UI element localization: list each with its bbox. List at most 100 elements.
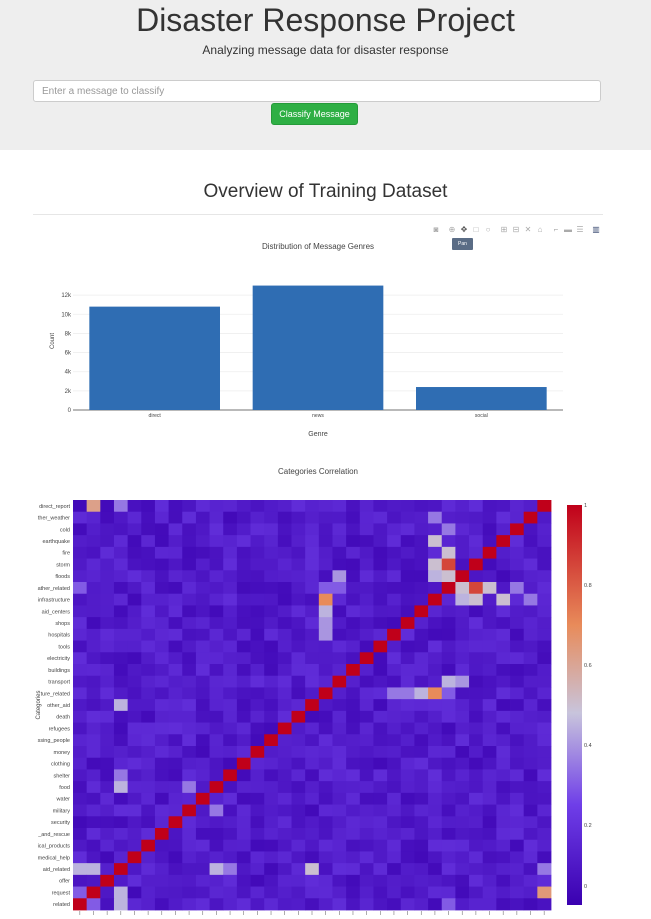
heatmap-cell[interactable] xyxy=(73,722,88,735)
heatmap-cell[interactable] xyxy=(318,535,333,548)
heatmap-cell[interactable] xyxy=(346,605,361,618)
heatmap-cell[interactable] xyxy=(482,546,497,559)
heatmap-cell[interactable] xyxy=(73,804,88,817)
heatmap-cell[interactable] xyxy=(154,640,169,653)
heatmap-cell[interactable] xyxy=(482,816,497,829)
heatmap-cell[interactable] xyxy=(537,699,552,712)
heatmap-cell[interactable] xyxy=(73,523,88,536)
heatmap-cell[interactable] xyxy=(182,675,197,688)
heatmap-cell[interactable] xyxy=(318,605,333,618)
heatmap-cell[interactable] xyxy=(127,874,142,887)
heatmap-cell[interactable] xyxy=(236,746,251,759)
heatmap-cell[interactable] xyxy=(400,523,415,536)
heatmap-cell[interactable] xyxy=(455,652,470,665)
heatmap-cell[interactable] xyxy=(264,734,279,747)
heatmap-cell[interactable] xyxy=(168,535,183,548)
heatmap-cell[interactable] xyxy=(305,664,320,677)
heatmap-cell[interactable] xyxy=(441,558,456,571)
heatmap-cell[interactable] xyxy=(373,687,388,700)
heatmap-cell[interactable] xyxy=(332,617,347,630)
heatmap-cell[interactable] xyxy=(441,804,456,817)
heatmap-cell[interactable] xyxy=(482,500,497,513)
heatmap-cell[interactable] xyxy=(277,898,292,911)
heatmap-cell[interactable] xyxy=(236,511,251,524)
heatmap-cell[interactable] xyxy=(182,863,197,876)
heatmap-cell[interactable] xyxy=(127,746,142,759)
heatmap-cell[interactable] xyxy=(100,746,115,759)
heatmap-cell[interactable] xyxy=(496,535,511,548)
heatmap-cell[interactable] xyxy=(73,816,88,829)
heatmap-cell[interactable] xyxy=(305,699,320,712)
heatmap-cell[interactable] xyxy=(127,640,142,653)
heatmap-cell[interactable] xyxy=(428,722,443,735)
heatmap-cell[interactable] xyxy=(496,886,511,899)
heatmap-cell[interactable] xyxy=(195,839,210,852)
heatmap-cell[interactable] xyxy=(195,886,210,899)
heatmap-cell[interactable] xyxy=(332,593,347,606)
heatmap-cell[interactable] xyxy=(236,699,251,712)
heatmap-cell[interactable] xyxy=(400,851,415,864)
heatmap-cell[interactable] xyxy=(441,769,456,782)
heatmap-cell[interactable] xyxy=(127,769,142,782)
heatmap-cell[interactable] xyxy=(400,675,415,688)
heatmap-cell[interactable] xyxy=(359,558,374,571)
heatmap-cell[interactable] xyxy=(250,582,265,595)
heatmap-cell[interactable] xyxy=(305,898,320,911)
heatmap-cell[interactable] xyxy=(127,593,142,606)
heatmap-cell[interactable] xyxy=(236,874,251,887)
heatmap-cell[interactable] xyxy=(127,816,142,829)
heatmap-cell[interactable] xyxy=(510,593,525,606)
heatmap-cell[interactable] xyxy=(428,675,443,688)
heatmap-cell[interactable] xyxy=(154,886,169,899)
heatmap-cell[interactable] xyxy=(332,769,347,782)
heatmap-cell[interactable] xyxy=(236,769,251,782)
heatmap-cell[interactable] xyxy=(387,500,402,513)
heatmap-cell[interactable] xyxy=(264,710,279,723)
heatmap-cell[interactable] xyxy=(86,652,101,665)
heatmap-cell[interactable] xyxy=(73,593,88,606)
heatmap-cell[interactable] xyxy=(141,699,156,712)
heatmap-cell[interactable] xyxy=(332,792,347,805)
heatmap-cell[interactable] xyxy=(482,804,497,817)
heatmap-cell[interactable] xyxy=(332,886,347,899)
heatmap-cell[interactable] xyxy=(482,628,497,641)
heatmap-cell[interactable] xyxy=(373,652,388,665)
heatmap-cell[interactable] xyxy=(264,570,279,583)
heatmap-cell[interactable] xyxy=(346,898,361,911)
heatmap-cell[interactable] xyxy=(168,652,183,665)
heatmap-cell[interactable] xyxy=(127,699,142,712)
heatmap-cell[interactable] xyxy=(291,757,306,770)
heatmap-cell[interactable] xyxy=(387,746,402,759)
heatmap-cell[interactable] xyxy=(127,523,142,536)
heatmap-cell[interactable] xyxy=(182,687,197,700)
heatmap-cell[interactable] xyxy=(223,687,238,700)
heatmap-cell[interactable] xyxy=(387,769,402,782)
heatmap-cell[interactable] xyxy=(510,792,525,805)
heatmap-cell[interactable] xyxy=(209,804,224,817)
heatmap-cell[interactable] xyxy=(482,699,497,712)
heatmap-cell[interactable] xyxy=(73,746,88,759)
heatmap-cell[interactable] xyxy=(359,535,374,548)
heatmap-cell[interactable] xyxy=(209,792,224,805)
heatmap-cell[interactable] xyxy=(387,804,402,817)
heatmap-cell[interactable] xyxy=(86,687,101,700)
heatmap-cell[interactable] xyxy=(195,863,210,876)
heatmap-cell[interactable] xyxy=(510,828,525,841)
heatmap-cell[interactable] xyxy=(346,863,361,876)
heatmap-cell[interactable] xyxy=(482,675,497,688)
heatmap-cell[interactable] xyxy=(414,500,429,513)
heatmap-cell[interactable] xyxy=(127,792,142,805)
heatmap-cell[interactable] xyxy=(141,710,156,723)
heatmap-cell[interactable] xyxy=(496,828,511,841)
heatmap-cell[interactable] xyxy=(291,874,306,887)
heatmap-cell[interactable] xyxy=(305,535,320,548)
heatmap-cell[interactable] xyxy=(332,687,347,700)
heatmap-cell[interactable] xyxy=(141,558,156,571)
heatmap-cell[interactable] xyxy=(86,898,101,911)
heatmap-cell[interactable] xyxy=(223,769,238,782)
heatmap-cell[interactable] xyxy=(428,863,443,876)
heatmap-cell[interactable] xyxy=(482,851,497,864)
heatmap-cell[interactable] xyxy=(373,863,388,876)
heatmap-cell[interactable] xyxy=(236,546,251,559)
heatmap-cell[interactable] xyxy=(318,710,333,723)
